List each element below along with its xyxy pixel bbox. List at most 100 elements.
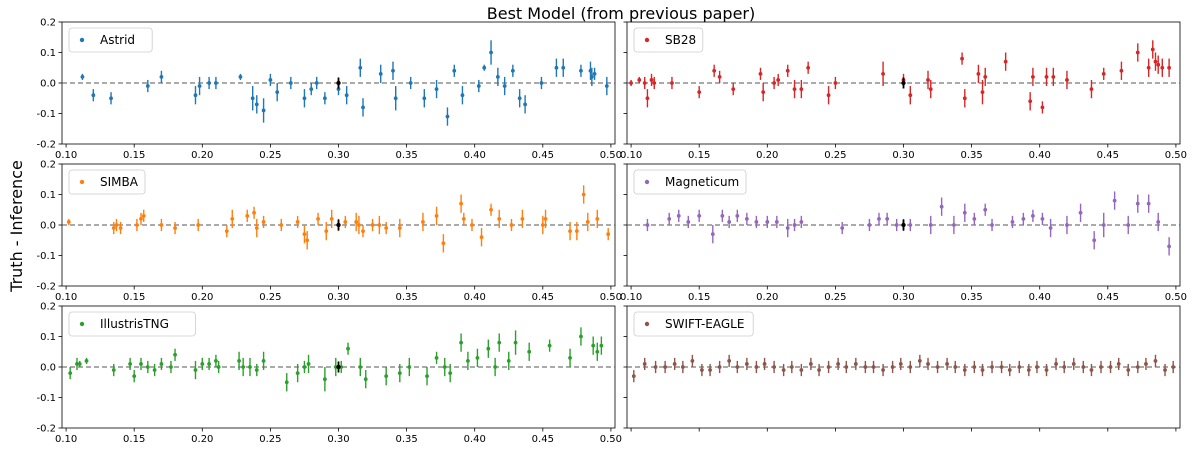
marker: [216, 365, 221, 369]
marker: [871, 365, 876, 369]
marker: [951, 223, 956, 227]
legend-box: [633, 311, 754, 337]
data-point: [132, 370, 137, 383]
data-point: [799, 363, 804, 377]
marker: [361, 105, 365, 110]
marker: [288, 81, 293, 85]
marker: [302, 232, 307, 237]
marker: [1030, 75, 1035, 79]
marker: [1065, 223, 1069, 227]
x-tick-label: 0.30: [327, 150, 349, 161]
marker: [316, 217, 320, 221]
marker: [261, 220, 266, 224]
marker: [642, 362, 647, 366]
data-point: [1044, 67, 1049, 87]
marker: [817, 368, 821, 372]
x-tick-label: 0.50: [600, 292, 622, 303]
data-point: [1119, 61, 1124, 80]
data-point: [717, 360, 722, 374]
data-point: [159, 70, 164, 83]
marker: [1026, 368, 1031, 372]
data-point: [517, 89, 522, 108]
marker: [781, 368, 786, 372]
data-point: [216, 360, 221, 374]
marker: [1119, 68, 1124, 73]
legend-marker: [644, 321, 650, 327]
x-tick-label: 0.20: [191, 150, 213, 161]
figure-title: Best Model (from previous paper): [487, 4, 755, 23]
legend-box: [68, 311, 196, 337]
data-point: [976, 64, 981, 83]
data-point: [421, 212, 425, 232]
marker: [159, 223, 164, 227]
marker: [1028, 99, 1033, 104]
data-point: [322, 92, 327, 105]
marker: [776, 78, 781, 82]
data-point: [592, 67, 597, 80]
data-point: [513, 330, 518, 355]
data-point: [758, 67, 763, 80]
marker: [983, 207, 988, 212]
marker: [554, 65, 559, 70]
data-point: [908, 360, 913, 374]
data-point: [1126, 215, 1131, 235]
marker: [826, 365, 831, 369]
data-point: [951, 215, 956, 235]
data-point: [1017, 360, 1022, 374]
marker: [486, 346, 491, 351]
marker: [442, 365, 447, 369]
marker: [595, 349, 600, 354]
marker: [84, 359, 89, 363]
data-point: [207, 357, 212, 371]
data-point: [238, 73, 243, 80]
marker: [926, 362, 930, 366]
marker: [152, 368, 157, 372]
data-point: [1007, 363, 1012, 377]
marker: [579, 334, 583, 339]
legend-box: [68, 27, 153, 53]
data-point: [80, 73, 85, 80]
data-point: [686, 215, 691, 229]
marker: [461, 217, 466, 221]
y-tick-label: 0.2: [40, 18, 56, 29]
data-point: [962, 89, 967, 108]
data-point: [792, 218, 797, 232]
marker: [712, 68, 717, 73]
marker: [1007, 368, 1012, 372]
marker: [670, 81, 674, 85]
marker: [1078, 210, 1083, 215]
data-point: [1062, 360, 1067, 374]
x-tick-label: 0.40: [464, 434, 486, 445]
data-point: [561, 58, 566, 77]
marker: [568, 355, 572, 360]
data-point: [1065, 70, 1069, 90]
marker: [1062, 365, 1067, 369]
marker: [637, 78, 642, 82]
marker: [460, 93, 465, 98]
marker: [397, 371, 402, 375]
data-point: [441, 234, 446, 253]
fiducial-point: [336, 361, 341, 373]
data-point: [637, 76, 642, 83]
data-point: [885, 212, 890, 225]
marker: [894, 223, 899, 227]
x-tick-label: 0.45: [532, 434, 554, 445]
marker: [1099, 365, 1103, 369]
x-tick-label: 0.25: [824, 150, 846, 161]
data-point: [1101, 212, 1106, 238]
marker: [863, 365, 868, 369]
data-point: [990, 218, 994, 232]
data-point: [309, 83, 314, 96]
marker: [354, 220, 359, 224]
marker: [254, 368, 259, 372]
marker: [579, 68, 583, 73]
marker: [361, 229, 365, 234]
data-point: [744, 212, 749, 225]
marker: [972, 217, 977, 221]
marker: [731, 87, 736, 91]
legend: SIMBA: [68, 169, 146, 195]
data-point: [833, 76, 838, 90]
panel-astrid: 0.2 0.1 0.0 -0.1 -0.20.10 0.15 0.20 0.25 0.30 0.3…: [36, 18, 622, 162]
marker: [132, 374, 137, 379]
marker: [690, 359, 695, 363]
